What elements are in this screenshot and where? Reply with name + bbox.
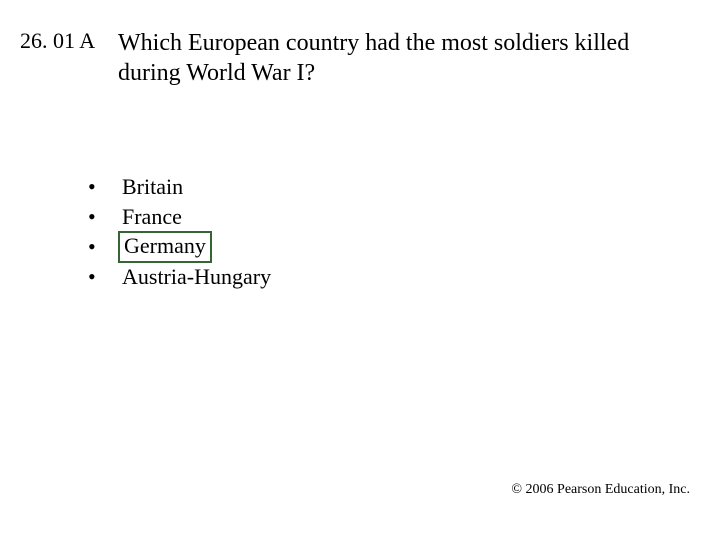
option-text: France: [118, 204, 186, 230]
option-row: • France: [88, 202, 275, 232]
bullet-icon: •: [88, 174, 118, 200]
bullet-icon: •: [88, 264, 118, 290]
option-row: • Germany: [88, 232, 275, 262]
bullet-icon: •: [88, 204, 118, 230]
bullet-icon: •: [88, 234, 118, 260]
copyright-text: © 2006 Pearson Education, Inc.: [511, 482, 690, 498]
option-row: • Austria-Hungary: [88, 262, 275, 292]
option-text: Britain: [118, 174, 187, 200]
option-row: • Britain: [88, 172, 275, 202]
option-text-correct: Germany: [118, 231, 212, 263]
slide-number: 26. 01 A: [20, 28, 95, 54]
options-list: • Britain • France • Germany • Austria-H…: [88, 172, 275, 292]
option-text: Austria-Hungary: [118, 264, 275, 290]
question-text: Which European country had the most sold…: [118, 28, 678, 88]
